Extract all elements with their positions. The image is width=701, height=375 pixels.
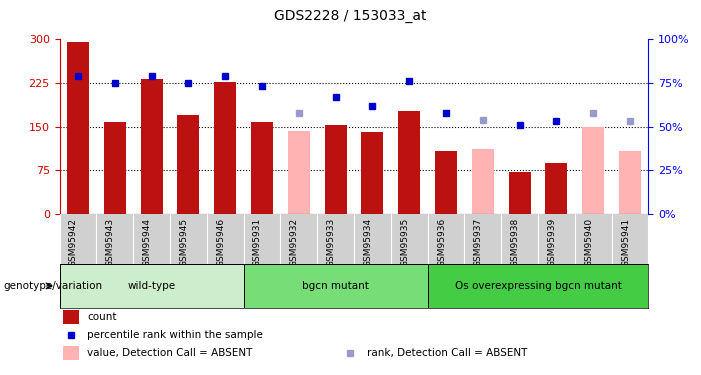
Text: GSM95946: GSM95946 bbox=[216, 218, 225, 267]
Text: GSM95938: GSM95938 bbox=[510, 218, 519, 267]
Text: wild-type: wild-type bbox=[128, 281, 176, 291]
Text: value, Detection Call = ABSENT: value, Detection Call = ABSENT bbox=[87, 348, 252, 358]
Text: GSM95931: GSM95931 bbox=[253, 218, 262, 267]
Bar bbox=[362, 132, 383, 214]
Bar bbox=[62, 310, 79, 324]
Text: bgcn mutant: bgcn mutant bbox=[302, 281, 369, 291]
Text: percentile rank within the sample: percentile rank within the sample bbox=[87, 330, 263, 340]
Bar bbox=[215, 82, 236, 214]
Text: GSM95942: GSM95942 bbox=[69, 218, 78, 267]
Bar bbox=[435, 151, 457, 214]
Text: Os overexpressing bgcn mutant: Os overexpressing bgcn mutant bbox=[454, 281, 622, 291]
Text: count: count bbox=[87, 312, 117, 322]
Text: GSM95944: GSM95944 bbox=[142, 218, 151, 267]
Text: GSM95943: GSM95943 bbox=[106, 218, 115, 267]
Bar bbox=[62, 346, 79, 360]
Text: GSM95940: GSM95940 bbox=[584, 218, 593, 267]
Bar bbox=[288, 130, 310, 214]
Text: genotype/variation: genotype/variation bbox=[4, 281, 102, 291]
Text: GSM95932: GSM95932 bbox=[290, 218, 299, 267]
Bar bbox=[140, 79, 163, 214]
Bar bbox=[398, 111, 420, 214]
Bar bbox=[244, 264, 428, 308]
Bar bbox=[251, 122, 273, 214]
Bar bbox=[60, 264, 244, 308]
Text: GSM95934: GSM95934 bbox=[363, 218, 372, 267]
Bar bbox=[545, 163, 568, 214]
Text: GDS2228 / 153033_at: GDS2228 / 153033_at bbox=[274, 9, 427, 23]
Text: GSM95935: GSM95935 bbox=[400, 218, 409, 267]
Bar bbox=[104, 122, 126, 214]
Bar bbox=[509, 172, 531, 214]
Bar bbox=[67, 42, 89, 214]
Bar bbox=[325, 125, 347, 214]
Bar bbox=[472, 148, 494, 214]
Text: GSM95941: GSM95941 bbox=[621, 218, 630, 267]
Text: GSM95939: GSM95939 bbox=[547, 218, 557, 267]
Text: GSM95936: GSM95936 bbox=[437, 218, 446, 267]
Text: GSM95937: GSM95937 bbox=[474, 218, 483, 267]
Bar bbox=[583, 127, 604, 214]
Bar bbox=[619, 151, 641, 214]
Text: GSM95945: GSM95945 bbox=[179, 218, 189, 267]
Text: rank, Detection Call = ABSENT: rank, Detection Call = ABSENT bbox=[367, 348, 527, 358]
Bar bbox=[428, 264, 648, 308]
Text: GSM95933: GSM95933 bbox=[327, 218, 336, 267]
Bar bbox=[177, 115, 200, 214]
